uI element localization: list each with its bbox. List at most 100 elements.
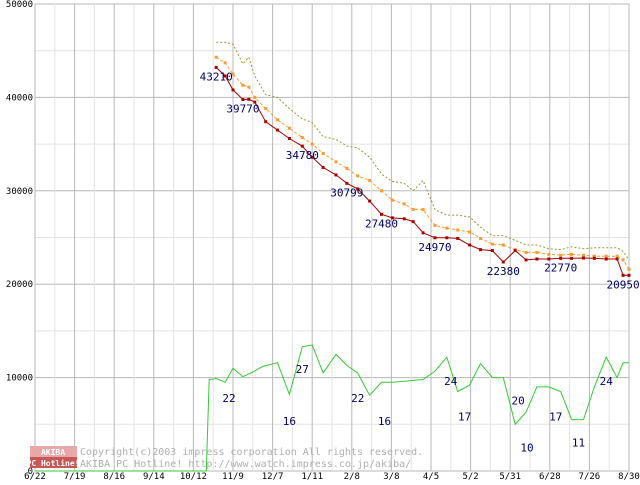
series-line-shop_count <box>35 344 629 472</box>
series-point-min_price <box>524 258 528 262</box>
y-tick-label: 0 <box>28 467 33 477</box>
x-tick-label: 8/30 <box>618 472 640 480</box>
series-point-min_price <box>253 100 257 104</box>
series-point-min_price <box>223 74 227 78</box>
series-point-avg_price <box>231 72 235 76</box>
series-point-avg_price <box>402 202 406 206</box>
series-point-avg_price <box>547 252 551 256</box>
series-point-avg_price <box>223 61 227 65</box>
series-point-min_price <box>501 260 505 264</box>
series-point-min_price <box>627 273 631 277</box>
axes: 0 10000 20000 30000 40000 50000 6/22 7/19 8/16 9/… <box>6 0 640 482</box>
series-point-avg_price <box>479 236 482 240</box>
series-point-avg_price <box>421 207 425 211</box>
data-label: 22770 <box>544 261 577 274</box>
y-tick-label: 50000 <box>6 0 33 10</box>
y-tick-label: 10000 <box>6 374 33 384</box>
series-point-min_price <box>321 165 325 169</box>
series-point-min_price <box>300 144 304 148</box>
data-label: 17 <box>458 410 471 423</box>
series-point-avg_price <box>368 179 372 183</box>
data-label: 20950 <box>606 278 639 291</box>
series-point-avg_price <box>468 230 472 234</box>
series-point-min_price <box>287 136 291 140</box>
series-point-avg_price <box>345 166 349 170</box>
series-point-avg_price <box>334 160 338 164</box>
series-point-min_price <box>264 120 268 124</box>
data-label: 30799 <box>330 186 363 199</box>
series-point-min_price <box>380 212 383 216</box>
series-point-avg_price <box>241 83 245 87</box>
series-point-avg_price <box>621 258 625 262</box>
series-point-avg_price <box>445 226 449 230</box>
series-point-min_price <box>433 236 437 240</box>
series-point-avg_price <box>380 189 383 193</box>
x-tick-label: 10/12 <box>180 472 207 480</box>
series-point-avg_price <box>253 95 257 99</box>
data-label: 16 <box>283 415 296 428</box>
data-label: 10 <box>520 441 533 454</box>
data-label: 24 <box>444 375 458 388</box>
data-label: 43210 <box>200 70 233 83</box>
data-label: 11 <box>572 437 585 450</box>
series-line-min_price <box>215 67 629 276</box>
series-point-min_price <box>310 155 314 159</box>
series-point-min_price <box>214 65 218 69</box>
data-label: 24970 <box>418 241 451 254</box>
series-point-min_price <box>445 236 449 240</box>
x-tick-label: 2/8 <box>344 472 360 480</box>
logo-bottom-text: PC Hotline! <box>27 458 80 468</box>
data-labels: 43210 39770 34780 30799 27480 24970 22380 22770… <box>200 70 640 454</box>
x-tick-label: 6/28 <box>539 472 561 480</box>
series-line-avg_price <box>215 56 630 270</box>
x-tick-label: 5/31 <box>499 472 521 480</box>
series-point-avg_price <box>592 254 596 258</box>
series-point-avg_price <box>356 174 360 178</box>
series-lines <box>35 41 631 472</box>
series-point-min_price <box>535 257 539 261</box>
series-point-min_price <box>490 249 494 253</box>
series-point-min_price <box>479 248 482 252</box>
data-label: 16 <box>378 415 391 428</box>
series-point-avg_price <box>570 252 574 256</box>
data-label: 22 <box>222 392 235 405</box>
series-point-avg_price <box>214 55 218 59</box>
data-label: 27 <box>296 363 309 376</box>
x-tick-label: 6/22 <box>24 472 46 480</box>
x-tick-label: 11/9 <box>222 472 244 480</box>
series-point-min_price <box>402 217 406 221</box>
data-label: 24 <box>600 375 614 388</box>
series-point-avg_price <box>264 107 268 111</box>
data-label: 22380 <box>487 265 520 278</box>
data-label: 20 <box>511 395 524 408</box>
data-label: 22 <box>351 392 364 405</box>
y-tick-label: 30000 <box>6 187 33 197</box>
series-point-avg_price <box>287 126 291 130</box>
series-line-max_price <box>216 41 630 261</box>
data-label: 27480 <box>365 217 398 230</box>
x-tick-label: 1/11 <box>301 472 323 480</box>
series-point-avg_price <box>615 254 619 258</box>
data-label: 34780 <box>286 149 319 162</box>
series-point-min_price <box>547 257 551 261</box>
x-tick-label: 8/16 <box>103 472 125 480</box>
series-point-min_price <box>345 181 349 185</box>
series-point-min_price <box>247 97 251 101</box>
series-point-avg_price <box>524 250 528 254</box>
series-point-min_price <box>604 257 608 261</box>
gridlines <box>34 3 630 472</box>
series-point-avg_price <box>581 253 585 257</box>
series-point-avg_price <box>411 207 415 211</box>
series-point-avg_price <box>247 85 251 89</box>
series-point-min_price <box>231 88 235 92</box>
series-point-avg_price <box>310 142 314 146</box>
series-point-min_price <box>368 199 372 203</box>
series-point-avg_price <box>433 223 437 227</box>
series-point-avg_price <box>390 198 394 202</box>
series-point-min_price <box>390 216 394 220</box>
x-tick-label: 12/7 <box>262 472 284 480</box>
y-tick-label: 40000 <box>6 93 33 103</box>
series-point-avg_price <box>627 267 631 271</box>
